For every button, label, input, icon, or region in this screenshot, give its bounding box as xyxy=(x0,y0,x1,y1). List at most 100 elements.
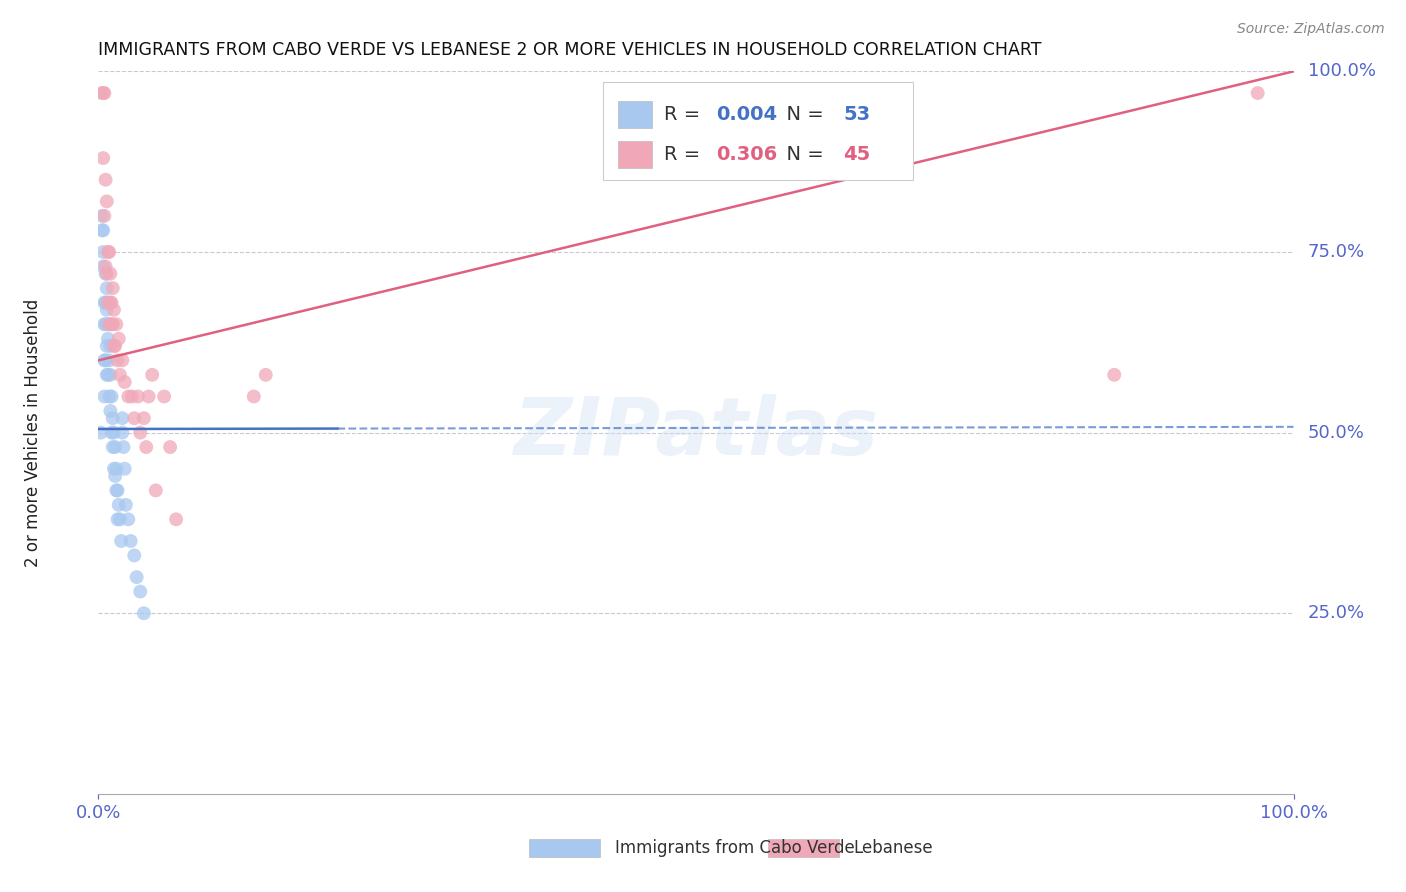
Point xyxy=(101,440,124,454)
Point xyxy=(120,533,142,548)
Point xyxy=(101,281,124,295)
Point xyxy=(1104,368,1126,382)
Text: 50.0%: 50.0% xyxy=(1308,424,1365,442)
Point xyxy=(91,223,114,237)
Point xyxy=(108,368,131,382)
Point xyxy=(104,440,127,454)
Point xyxy=(132,607,155,621)
Text: IMMIGRANTS FROM CABO VERDE VS LEBANESE 2 OR MORE VEHICLES IN HOUSEHOLD CORRELATI: IMMIGRANTS FROM CABO VERDE VS LEBANESE 2… xyxy=(98,41,1042,59)
Point xyxy=(121,389,143,403)
Text: N =: N = xyxy=(773,105,830,124)
Point xyxy=(91,86,114,100)
Point xyxy=(96,368,118,382)
Point xyxy=(97,295,120,310)
Point xyxy=(100,318,122,332)
Point xyxy=(97,295,120,310)
Point xyxy=(105,318,128,332)
Point xyxy=(111,353,134,368)
Point xyxy=(104,339,127,353)
Point xyxy=(107,483,129,498)
Point xyxy=(135,440,157,454)
Text: Lebanese: Lebanese xyxy=(853,839,934,857)
Text: R =: R = xyxy=(664,105,706,124)
Point xyxy=(91,151,114,165)
Point xyxy=(90,425,112,440)
Point xyxy=(94,353,117,368)
Point xyxy=(98,353,121,368)
Point xyxy=(114,462,136,476)
Point xyxy=(125,570,148,584)
Point xyxy=(100,389,122,403)
Point xyxy=(254,368,277,382)
Text: 2 or more Vehicles in Household: 2 or more Vehicles in Household xyxy=(24,299,42,566)
Point xyxy=(94,318,117,332)
Point xyxy=(94,173,117,187)
Point xyxy=(98,267,122,281)
Point xyxy=(124,411,146,425)
Point xyxy=(105,483,128,498)
Point xyxy=(93,389,115,403)
FancyBboxPatch shape xyxy=(768,838,839,856)
Point xyxy=(104,469,127,483)
Point xyxy=(159,440,181,454)
Point xyxy=(115,498,138,512)
Text: 100.0%: 100.0% xyxy=(1308,62,1376,80)
FancyBboxPatch shape xyxy=(619,141,652,169)
Point xyxy=(103,425,125,440)
Point xyxy=(91,223,114,237)
Point xyxy=(107,332,129,346)
Point xyxy=(107,353,129,368)
Point xyxy=(129,584,152,599)
Point xyxy=(98,244,121,259)
FancyBboxPatch shape xyxy=(619,101,652,128)
Point xyxy=(101,411,124,425)
Text: 75.0%: 75.0% xyxy=(1308,243,1365,261)
Point xyxy=(108,512,131,526)
Text: N =: N = xyxy=(773,145,830,164)
Point xyxy=(132,411,155,425)
Point xyxy=(100,295,122,310)
Point xyxy=(98,295,122,310)
Point xyxy=(243,389,266,403)
Point xyxy=(129,425,152,440)
Point xyxy=(91,209,114,223)
Point xyxy=(94,260,117,274)
Point xyxy=(105,462,128,476)
Point xyxy=(97,244,120,259)
FancyBboxPatch shape xyxy=(603,82,914,180)
Point xyxy=(101,318,124,332)
Point xyxy=(103,339,125,353)
Point xyxy=(103,462,125,476)
Point xyxy=(98,318,121,332)
Point xyxy=(110,533,132,548)
Point xyxy=(103,302,125,317)
Point xyxy=(107,512,129,526)
Point xyxy=(100,425,122,440)
Point xyxy=(96,194,118,209)
Point xyxy=(93,353,115,368)
Point xyxy=(114,375,136,389)
Point xyxy=(96,267,118,281)
FancyBboxPatch shape xyxy=(529,838,600,856)
Point xyxy=(117,389,139,403)
Point xyxy=(93,86,115,100)
Point xyxy=(93,318,115,332)
Point xyxy=(111,425,134,440)
Point xyxy=(91,260,114,274)
Point xyxy=(97,368,120,382)
Point xyxy=(94,267,117,281)
Point xyxy=(138,389,160,403)
Point xyxy=(98,404,122,418)
Point xyxy=(98,318,121,332)
Point xyxy=(117,512,139,526)
Point xyxy=(96,302,118,317)
Point xyxy=(124,549,146,563)
Point xyxy=(153,389,176,403)
Point xyxy=(111,411,134,425)
Point xyxy=(91,86,114,100)
Point xyxy=(98,389,121,403)
Text: Immigrants from Cabo Verde: Immigrants from Cabo Verde xyxy=(614,839,855,857)
Point xyxy=(107,498,129,512)
Point xyxy=(91,244,114,259)
Text: 25.0%: 25.0% xyxy=(1308,604,1365,623)
